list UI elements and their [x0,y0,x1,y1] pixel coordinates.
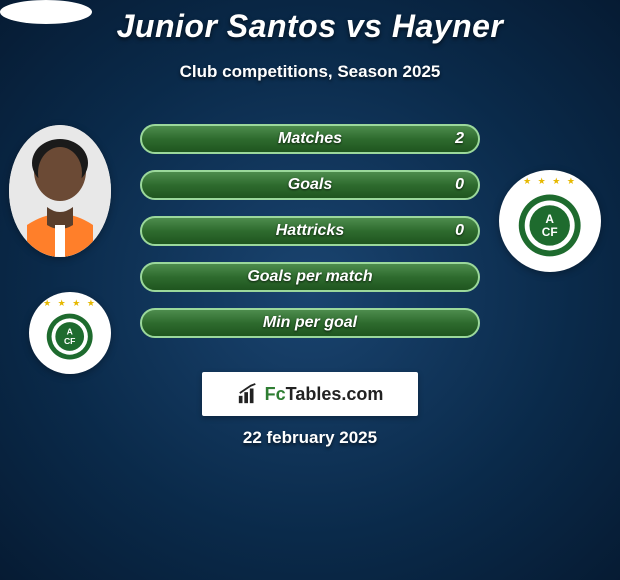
stat-right-value: 2 [455,130,464,148]
club-crest-icon: A CF [41,304,98,361]
brand-text: FcTables.com [265,384,384,405]
brand-badge: FcTables.com [202,372,418,416]
svg-text:CF: CF [542,225,558,239]
stat-label: Matches [278,130,342,148]
stat-pill: Goals 0 [140,170,480,200]
footer-date: 22 february 2025 [0,428,620,448]
stat-pill: Min per goal [140,308,480,338]
stat-label: Goals [288,176,332,194]
svg-text:A: A [546,212,555,226]
stat-row-goals-per-match: Goals per match [140,262,480,292]
brand-prefix: Fc [265,384,286,404]
stat-row-matches: Matches 2 [140,124,480,154]
stat-label: Min per goal [263,314,357,332]
comparison-card: Junior Santos vs Hayner Club competition… [0,0,620,580]
club-right-badge: ★ ★ ★ ★ A CF [499,170,601,272]
bar-chart-icon [237,383,259,405]
star-icon: ★ ★ ★ ★ [29,298,111,309]
page-title: Junior Santos vs Hayner [0,8,620,45]
svg-text:A: A [67,327,73,337]
stat-label: Goals per match [247,268,372,286]
brand-suffix: Tables.com [286,384,384,404]
stat-right-value: 0 [455,222,464,240]
club-crest-icon: A CF [514,185,585,256]
stat-pill: Hattricks 0 [140,216,480,246]
star-icon: ★ ★ ★ ★ [499,176,601,187]
subtitle: Club competitions, Season 2025 [0,62,620,82]
player-left-avatar [9,125,111,257]
stat-row-min-per-goal: Min per goal [140,308,480,338]
stat-pill: Matches 2 [140,124,480,154]
svg-text:CF: CF [64,336,75,346]
club-left-badge: ★ ★ ★ ★ A CF [29,292,111,374]
stat-row-goals: Goals 0 [140,170,480,200]
player-headshot-icon [9,125,111,257]
stat-row-hattricks: Hattricks 0 [140,216,480,246]
stat-pill: Goals per match [140,262,480,292]
stat-label: Hattricks [276,222,344,240]
stat-right-value: 0 [455,176,464,194]
